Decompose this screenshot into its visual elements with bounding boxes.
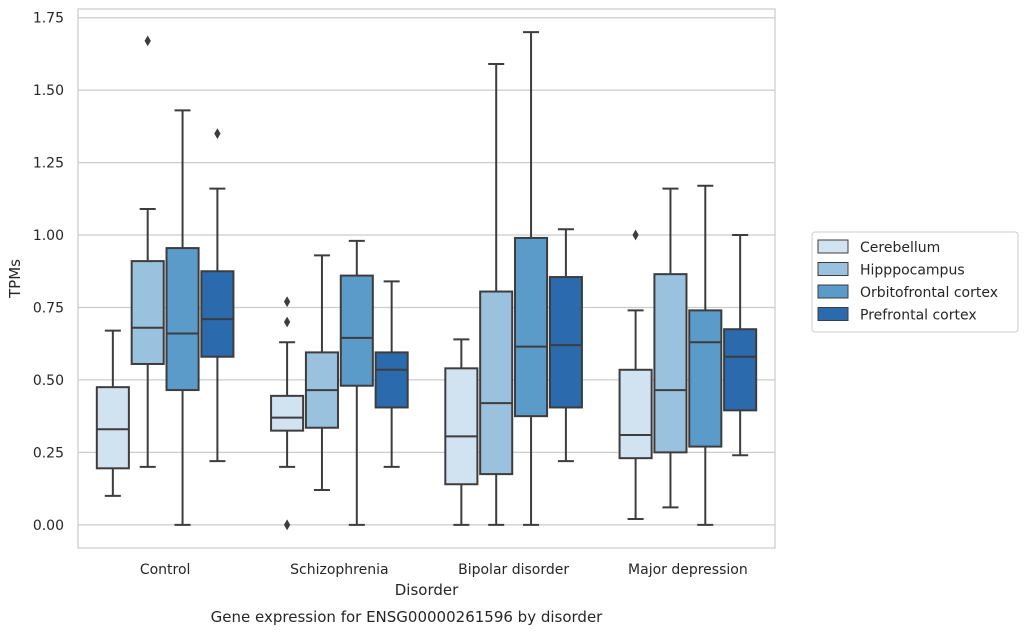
y-tick-label: 0.00 <box>33 518 64 534</box>
box-0-1 <box>130 35 165 468</box>
y-tick-label: 1.25 <box>33 156 64 172</box>
plot-frame <box>77 8 776 549</box>
outlier-point <box>283 296 291 308</box>
y-tick-label: 0.50 <box>33 373 64 389</box>
x-tick-label: Major depression <box>628 562 748 578</box>
outlier-point <box>144 35 151 47</box>
box-2-2 <box>514 31 549 526</box>
y-tick-label: 0.25 <box>33 445 64 461</box>
y-tick-label: 1.75 <box>33 11 64 27</box>
box-iqr <box>618 368 653 460</box>
chart-title: Gene expression for ENSG00000261596 by d… <box>211 608 604 626</box>
box-0-3 <box>200 128 235 463</box>
box-iqr <box>95 386 130 470</box>
box-iqr <box>653 273 688 454</box>
box-0-0 <box>95 329 130 497</box>
box-2-1 <box>479 63 514 526</box>
box-1-1 <box>304 254 339 492</box>
y-axis-label: TPMs <box>6 259 24 299</box>
y-tick-labels: 0.00 0.25 0.50 0.75 1.00 1.25 1.50 1.75 <box>33 11 64 534</box>
legend-label: Prefrontal cortex <box>860 308 977 324</box>
outlier-point <box>214 128 221 140</box>
box-iqr <box>723 328 758 412</box>
legend-label: Orbitofrontal cortex <box>860 285 998 301</box>
box-1-0 <box>270 296 305 531</box>
box-2-0 <box>444 338 479 526</box>
legend-swatch <box>817 262 849 276</box>
box-iqr <box>548 276 583 409</box>
box-iqr <box>270 394 305 432</box>
x-tick-label: Control <box>140 562 191 578</box>
outlier-point <box>632 229 639 241</box>
box-2-3 <box>548 228 583 463</box>
box-iqr <box>374 351 409 409</box>
box-iqr <box>165 247 200 392</box>
box-0-2 <box>165 109 200 526</box>
legend-swatch <box>817 307 849 321</box>
legend-label: Cerebellum <box>860 240 940 256</box>
box-1-3 <box>374 280 409 468</box>
boxes <box>95 31 758 531</box>
box-3-0 <box>618 229 653 521</box>
x-tick-label: Bipolar disorder <box>458 562 569 578</box>
y-tick-label: 0.75 <box>33 300 64 316</box>
x-axis-label: Disorder <box>395 581 459 599</box>
box-iqr <box>200 270 235 358</box>
box-iqr <box>479 290 514 476</box>
x-tick-labels: Control Schizophrenia Bipolar disorder Majo… <box>140 562 748 578</box>
legend-frame <box>811 231 1019 333</box>
x-tick-label: Schizophrenia <box>290 562 388 578</box>
legend: Cerebellum Hipppocampus Orbitofrontal cort… <box>811 231 1019 333</box>
legend-swatch <box>817 284 849 299</box>
outlier-point <box>283 519 291 531</box>
outlier-point <box>283 316 291 328</box>
legend-swatch <box>817 239 849 254</box>
box-3-1 <box>653 187 688 509</box>
legend-label: Hipppocampus <box>860 263 965 279</box>
box-iqr <box>339 274 374 387</box>
box-3-2 <box>688 184 723 526</box>
y-tick-label: 1.00 <box>33 228 64 244</box>
y-tick-label: 1.50 <box>33 83 64 99</box>
box-iqr <box>514 236 549 418</box>
box-iqr <box>130 260 165 365</box>
box-iqr <box>444 367 479 486</box>
box-1-2 <box>339 239 374 526</box>
box-iqr <box>688 309 723 448</box>
box-3-3 <box>723 234 758 457</box>
